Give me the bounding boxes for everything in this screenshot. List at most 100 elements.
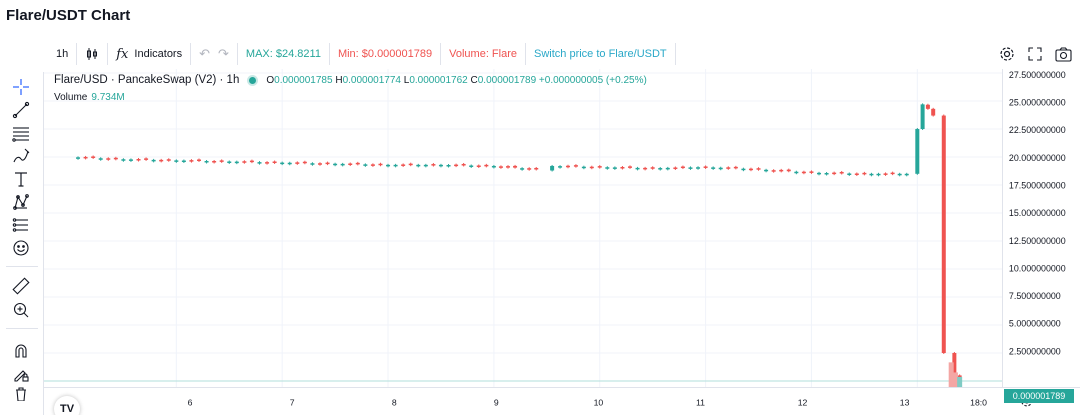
magnet-icon[interactable] bbox=[10, 340, 32, 362]
candle bbox=[484, 164, 489, 167]
candle bbox=[136, 159, 141, 161]
divider bbox=[6, 266, 38, 267]
brush-icon[interactable] bbox=[10, 145, 32, 167]
price-tick-label: 20.000000000 bbox=[1009, 153, 1066, 163]
candle bbox=[513, 165, 518, 168]
page-title: Flare/USDT Chart bbox=[6, 7, 131, 24]
camera-icon[interactable] bbox=[1054, 45, 1072, 63]
price-tick-label: 12.500000000 bbox=[1009, 236, 1066, 246]
candle bbox=[688, 167, 693, 169]
time-tick-label: 18:0 bbox=[970, 397, 987, 407]
candle bbox=[454, 164, 459, 167]
candle bbox=[378, 163, 383, 166]
right-toolbar bbox=[998, 39, 1080, 69]
candle bbox=[355, 162, 360, 165]
volume-toggle-button[interactable]: Volume: Flare bbox=[449, 48, 517, 60]
zoom-in-icon[interactable] bbox=[10, 299, 32, 321]
settings-icon[interactable] bbox=[998, 45, 1016, 63]
candle bbox=[370, 164, 375, 166]
switch-price-button[interactable]: Switch price to Flare/USDT bbox=[534, 48, 667, 60]
candle bbox=[76, 157, 81, 159]
open-value: 0.000001785 bbox=[274, 74, 333, 86]
trash-icon[interactable] bbox=[10, 387, 32, 401]
divider bbox=[440, 43, 442, 65]
undo-button[interactable]: ↶ bbox=[191, 39, 218, 69]
candle bbox=[883, 173, 888, 175]
candle bbox=[597, 166, 602, 168]
ruler-icon[interactable] bbox=[10, 275, 32, 297]
candle bbox=[302, 161, 307, 164]
candle bbox=[832, 172, 837, 175]
trendline-icon[interactable] bbox=[10, 99, 32, 121]
candle bbox=[340, 163, 345, 166]
candles-icon bbox=[87, 48, 98, 60]
candle bbox=[219, 160, 224, 162]
candle bbox=[824, 173, 829, 175]
time-tick-label: 11 bbox=[696, 397, 705, 407]
fib-icon[interactable] bbox=[10, 122, 32, 144]
indicators-button[interactable]: fx Indicators bbox=[108, 39, 190, 69]
symbol-legend: Flare/USD · PancakeSwap (V2) · 1h O0.000… bbox=[54, 74, 647, 86]
lock-drawing-icon[interactable] bbox=[10, 363, 32, 385]
price-chart[interactable] bbox=[44, 69, 1002, 387]
pattern-icon[interactable] bbox=[10, 191, 32, 213]
candle bbox=[620, 167, 625, 169]
divider bbox=[190, 43, 192, 65]
time-tick-label: 12 bbox=[798, 397, 808, 407]
candle bbox=[113, 157, 118, 160]
time-tick-label: 8 bbox=[392, 397, 397, 407]
candle bbox=[144, 158, 149, 160]
volume-legend-value: 9.734M bbox=[91, 92, 125, 103]
candle bbox=[280, 162, 285, 165]
candle bbox=[876, 173, 881, 176]
candle bbox=[461, 163, 466, 166]
crosshair-icon[interactable] bbox=[10, 76, 32, 98]
candle bbox=[756, 168, 761, 170]
candle bbox=[227, 161, 232, 163]
divider bbox=[107, 43, 109, 65]
candle bbox=[348, 163, 353, 165]
candle bbox=[498, 166, 503, 168]
candle bbox=[839, 171, 844, 174]
interval-button[interactable]: 1h bbox=[56, 48, 69, 60]
candle bbox=[794, 171, 799, 174]
text-icon[interactable] bbox=[10, 168, 32, 190]
candle bbox=[527, 168, 532, 170]
function-icon: fx bbox=[116, 46, 129, 62]
fullscreen-icon[interactable] bbox=[1026, 45, 1044, 63]
last-price-tag: 0.000001789 bbox=[1004, 389, 1074, 403]
candle bbox=[748, 168, 753, 171]
candle-type-button[interactable] bbox=[77, 39, 107, 69]
tradingview-logo[interactable]: TV bbox=[54, 396, 80, 415]
candle bbox=[890, 172, 895, 175]
candle bbox=[658, 168, 663, 170]
drawing-toolbar bbox=[0, 72, 44, 415]
candle bbox=[612, 167, 617, 169]
price-axis[interactable]: 27.500000000 25.000000000 22.500000000 20.0… bbox=[1002, 69, 1080, 387]
price-tick-label: 2.500000000 bbox=[1009, 346, 1061, 356]
candle bbox=[295, 162, 300, 164]
candle bbox=[416, 164, 421, 167]
time-axis[interactable]: 6 7 8 9 10 11 12 13 18:0 bbox=[44, 387, 1080, 415]
forecast-icon[interactable] bbox=[10, 214, 32, 236]
volume-legend: Volume 9.734M bbox=[54, 92, 125, 103]
candle bbox=[847, 173, 852, 175]
chart-widget: 1h fx Indicators ↶ ↷ MAX: $24.8211 Min: … bbox=[0, 36, 1080, 415]
time-tick-label: 9 bbox=[494, 397, 499, 407]
symbol-title: Flare/USD · PancakeSwap (V2) · 1h bbox=[54, 74, 240, 86]
price-tick-label: 27.500000000 bbox=[1009, 70, 1066, 80]
candle bbox=[408, 163, 413, 166]
emoji-icon[interactable] bbox=[10, 237, 32, 259]
candle bbox=[925, 104, 930, 109]
time-tick-label: 10 bbox=[594, 397, 604, 407]
volume-legend-label: Volume bbox=[54, 92, 88, 103]
time-tick-label: 7 bbox=[290, 397, 295, 407]
price-tick-label: 10.000000000 bbox=[1009, 263, 1066, 273]
indicators-label: Indicators bbox=[134, 48, 183, 60]
candle bbox=[212, 161, 217, 163]
candle bbox=[121, 159, 126, 161]
redo-button[interactable]: ↷ bbox=[218, 39, 237, 69]
candle bbox=[204, 161, 209, 163]
candle bbox=[665, 167, 670, 170]
candle bbox=[817, 172, 822, 175]
